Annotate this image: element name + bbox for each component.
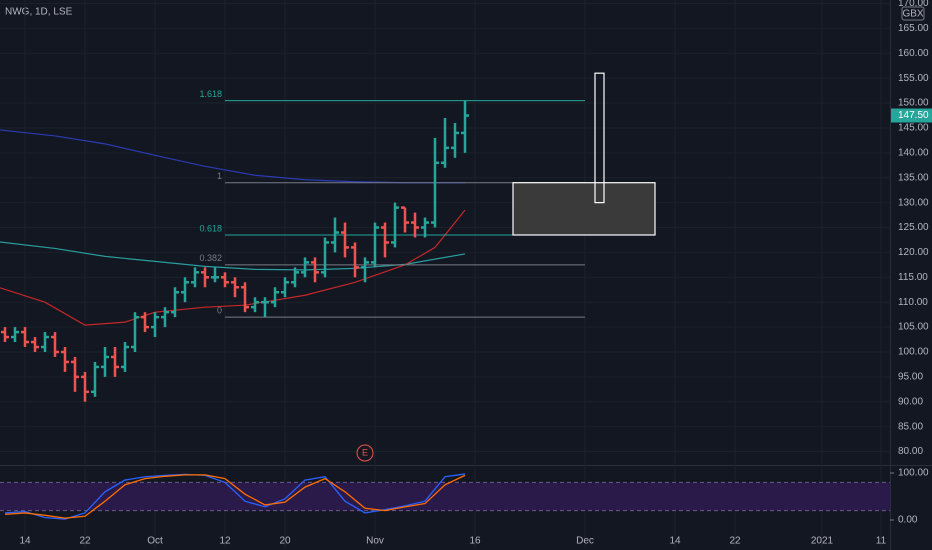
oscillator-band [0, 482, 890, 511]
currency-box [901, 6, 925, 21]
x-tick-label: 14 [19, 536, 31, 547]
last-price-box [891, 108, 932, 123]
y-tick-label: 105.00 [898, 322, 929, 333]
y-tick-label: 145.00 [898, 123, 929, 134]
y-tick-label: 125.00 [898, 222, 929, 233]
oscillator-line [4, 473, 466, 520]
fib-label: 1 [217, 171, 222, 181]
y-tick-label: 165.00 [898, 23, 929, 34]
y-tick-label: 100.00 [898, 347, 929, 358]
osc-tick-label: 0.00 [898, 515, 918, 526]
moving-average [0, 241, 466, 271]
event-label: E [362, 447, 368, 457]
x-tick-label: 12 [219, 536, 231, 547]
event-marker [356, 444, 374, 462]
fib-label: 0 [217, 306, 222, 316]
x-tick-label: Dec [576, 536, 594, 547]
x-tick-label: 16 [469, 536, 481, 547]
drawing-rect [594, 72, 605, 204]
drawing-rect [512, 182, 656, 236]
last-price-label: 147.50 [898, 110, 929, 121]
y-tick-label: 150.00 [898, 98, 929, 109]
y-tick-label: 85.00 [898, 421, 923, 432]
x-tick-label: 20 [279, 536, 291, 547]
x-tick-label: Nov [366, 536, 384, 547]
y-tick-label: 170.00 [898, 0, 929, 9]
y-tick-label: 120.00 [898, 247, 929, 258]
x-tick-label: 22 [79, 536, 91, 547]
y-tick-label: 130.00 [898, 197, 929, 208]
y-tick-label: 115.00 [898, 272, 928, 283]
x-tick-label: Oct [147, 536, 163, 547]
x-tick-label: 14 [669, 536, 681, 547]
currency: GBX [902, 9, 923, 20]
y-tick-label: 80.00 [898, 446, 923, 457]
symbol-title: NWG, 1D, LSE [5, 7, 73, 18]
y-tick-label: 160.00 [898, 48, 929, 59]
x-tick-label: 22 [729, 536, 741, 547]
moving-average [0, 209, 466, 326]
oscillator-line [4, 474, 466, 519]
y-tick-label: 140.00 [898, 147, 929, 158]
y-tick-label: 110.00 [898, 297, 928, 308]
fib-label: 0.382 [199, 253, 222, 263]
y-tick-label: 135.00 [898, 172, 929, 183]
x-tick-label: 11 [876, 536, 887, 547]
y-tick-label: 90.00 [898, 396, 923, 407]
x-tick-label: 2021 [811, 536, 834, 547]
fib-label: 0.618 [199, 223, 222, 233]
y-tick-label: 95.00 [898, 372, 923, 383]
osc-tick-label: 100.00 [898, 468, 929, 479]
y-tick-label: 155.00 [898, 73, 929, 84]
fib-label: 1.618 [199, 89, 222, 99]
